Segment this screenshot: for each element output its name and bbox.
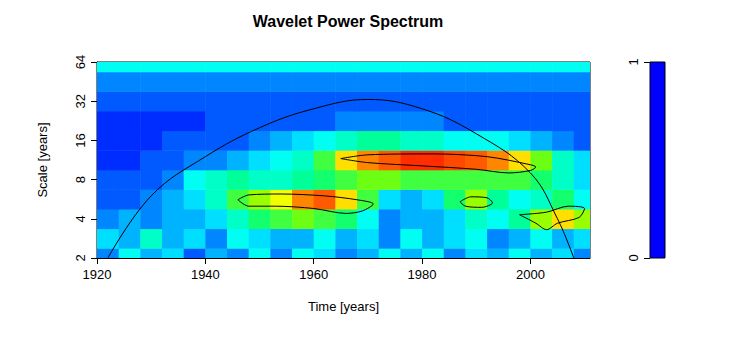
svg-text:Scale [years]: Scale [years] bbox=[35, 122, 50, 197]
svg-text:1940: 1940 bbox=[191, 267, 220, 282]
svg-text:2: 2 bbox=[73, 254, 88, 261]
svg-text:16: 16 bbox=[73, 133, 88, 147]
svg-text:2000: 2000 bbox=[516, 267, 545, 282]
svg-text:1960: 1960 bbox=[299, 267, 328, 282]
svg-text:64: 64 bbox=[73, 55, 88, 69]
svg-text:Time [years]: Time [years] bbox=[308, 299, 379, 314]
svg-text:8: 8 bbox=[73, 176, 88, 183]
svg-text:Wavelet Power Spectrum: Wavelet Power Spectrum bbox=[253, 13, 444, 30]
svg-text:0: 0 bbox=[626, 254, 641, 261]
svg-text:1: 1 bbox=[626, 58, 641, 65]
svg-text:4: 4 bbox=[73, 215, 88, 222]
svg-text:1920: 1920 bbox=[83, 267, 112, 282]
svg-text:1980: 1980 bbox=[408, 267, 437, 282]
svg-text:32: 32 bbox=[73, 94, 88, 108]
